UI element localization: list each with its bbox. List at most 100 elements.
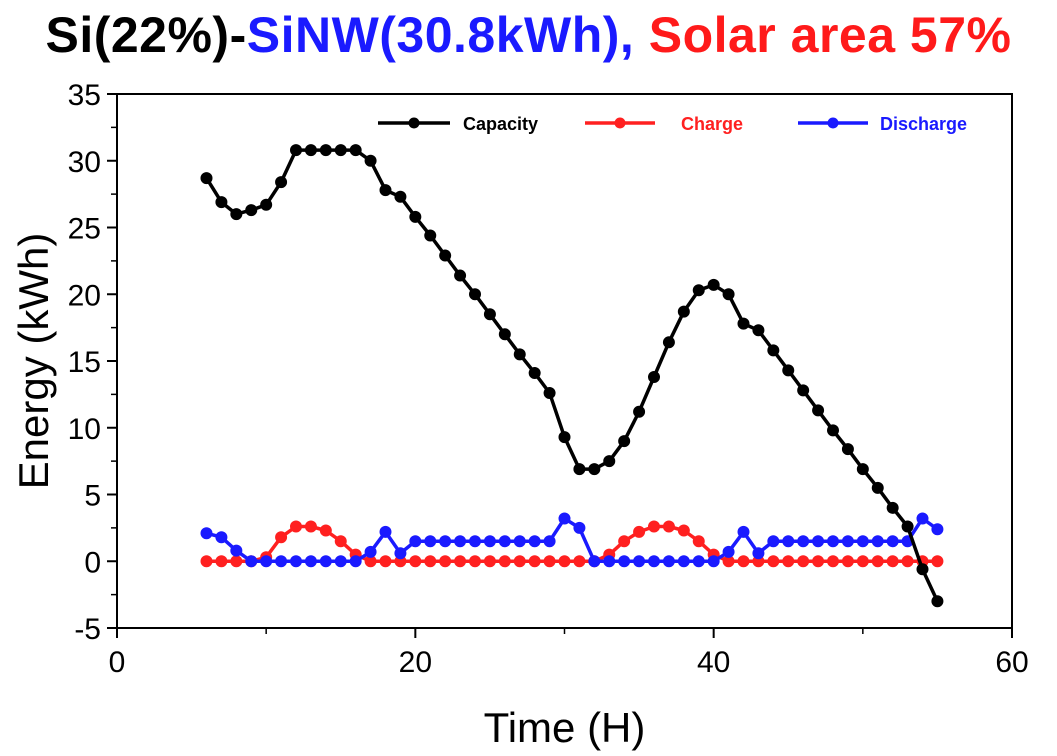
data-point — [782, 555, 795, 568]
data-point — [245, 204, 258, 217]
data-point — [409, 535, 422, 548]
data-point — [856, 463, 869, 476]
data-point — [573, 463, 586, 476]
data-point — [856, 535, 869, 548]
legend-marker — [827, 117, 839, 129]
data-point — [439, 535, 452, 548]
data-point — [886, 555, 899, 568]
data-point — [886, 535, 899, 548]
y-tick-label: 10 — [68, 413, 101, 446]
data-point — [856, 555, 869, 568]
data-point — [618, 535, 631, 548]
data-point — [603, 455, 616, 468]
data-point — [871, 535, 884, 548]
data-point — [364, 545, 377, 558]
data-point — [394, 547, 407, 560]
y-tick-label: 5 — [84, 480, 101, 513]
data-point — [513, 555, 526, 568]
data-point — [469, 555, 481, 568]
y-tick-label: 25 — [68, 213, 101, 246]
data-point — [498, 328, 511, 341]
data-point — [722, 545, 735, 558]
legend-label-capacity: Capacity — [463, 114, 538, 134]
data-point — [528, 535, 541, 548]
data-point — [245, 555, 258, 568]
data-point — [633, 405, 646, 418]
data-point — [215, 531, 228, 544]
data-point — [931, 595, 944, 608]
data-point — [543, 555, 556, 568]
data-point — [886, 501, 899, 514]
data-point — [648, 555, 660, 568]
data-point — [633, 525, 646, 538]
data-point — [230, 544, 243, 557]
data-point — [275, 176, 288, 189]
data-point — [290, 144, 302, 157]
data-point — [797, 384, 810, 397]
data-point — [692, 284, 705, 297]
data-point — [230, 555, 243, 568]
data-point — [707, 555, 720, 568]
data-point — [871, 481, 884, 494]
series-charge — [200, 520, 944, 568]
data-point — [752, 547, 765, 560]
data-point — [573, 521, 586, 534]
y-axis-label: Energy (kWh) — [10, 233, 57, 490]
data-point — [707, 278, 720, 291]
data-point — [618, 555, 631, 568]
data-point — [483, 308, 496, 321]
data-point — [931, 555, 944, 568]
data-point — [841, 443, 854, 456]
data-point — [349, 144, 362, 157]
legend-label-charge: Charge — [681, 114, 743, 134]
data-point — [618, 435, 631, 448]
data-point — [364, 154, 377, 167]
data-point — [275, 531, 288, 544]
data-point — [469, 535, 481, 548]
data-point — [692, 555, 705, 568]
data-point — [827, 535, 839, 548]
title-part-2: Solar area 57% — [648, 7, 1012, 63]
y-tick-label: 30 — [68, 146, 101, 179]
data-point — [916, 512, 929, 525]
y-tick-label: 35 — [68, 79, 101, 112]
data-point — [304, 144, 317, 157]
data-point — [603, 555, 616, 568]
series-line-capacity — [205, 148, 939, 603]
data-point — [349, 555, 362, 568]
data-point — [439, 555, 452, 568]
data-point — [454, 555, 467, 568]
data-point — [797, 555, 810, 568]
data-point — [782, 364, 795, 377]
data-point — [588, 463, 601, 476]
data-point — [812, 535, 825, 548]
x-axis-label: Time (H) — [484, 704, 646, 751]
data-point — [558, 512, 571, 525]
data-point — [677, 524, 690, 537]
data-point — [483, 555, 496, 568]
data-point — [424, 229, 437, 242]
data-point — [260, 198, 273, 211]
y-tick-label: 0 — [84, 546, 101, 579]
data-point — [275, 555, 288, 568]
data-point — [737, 525, 750, 538]
data-point — [662, 520, 675, 533]
data-point — [200, 555, 213, 568]
legend-marker — [408, 117, 420, 129]
data-point — [737, 317, 750, 330]
data-point — [319, 144, 332, 157]
x-tick-label: 20 — [399, 646, 432, 679]
data-point — [483, 535, 496, 548]
data-point — [901, 555, 914, 568]
data-point — [812, 555, 825, 568]
data-point — [319, 555, 332, 568]
data-point — [528, 555, 541, 568]
x-tick-label: 0 — [109, 646, 126, 679]
title-part-1: SiNW(30.8kWh), — [246, 7, 649, 63]
data-point — [304, 520, 317, 533]
data-point — [424, 555, 437, 568]
x-tick-label: 60 — [995, 646, 1028, 679]
series-discharge — [200, 512, 944, 568]
data-point — [424, 535, 437, 548]
